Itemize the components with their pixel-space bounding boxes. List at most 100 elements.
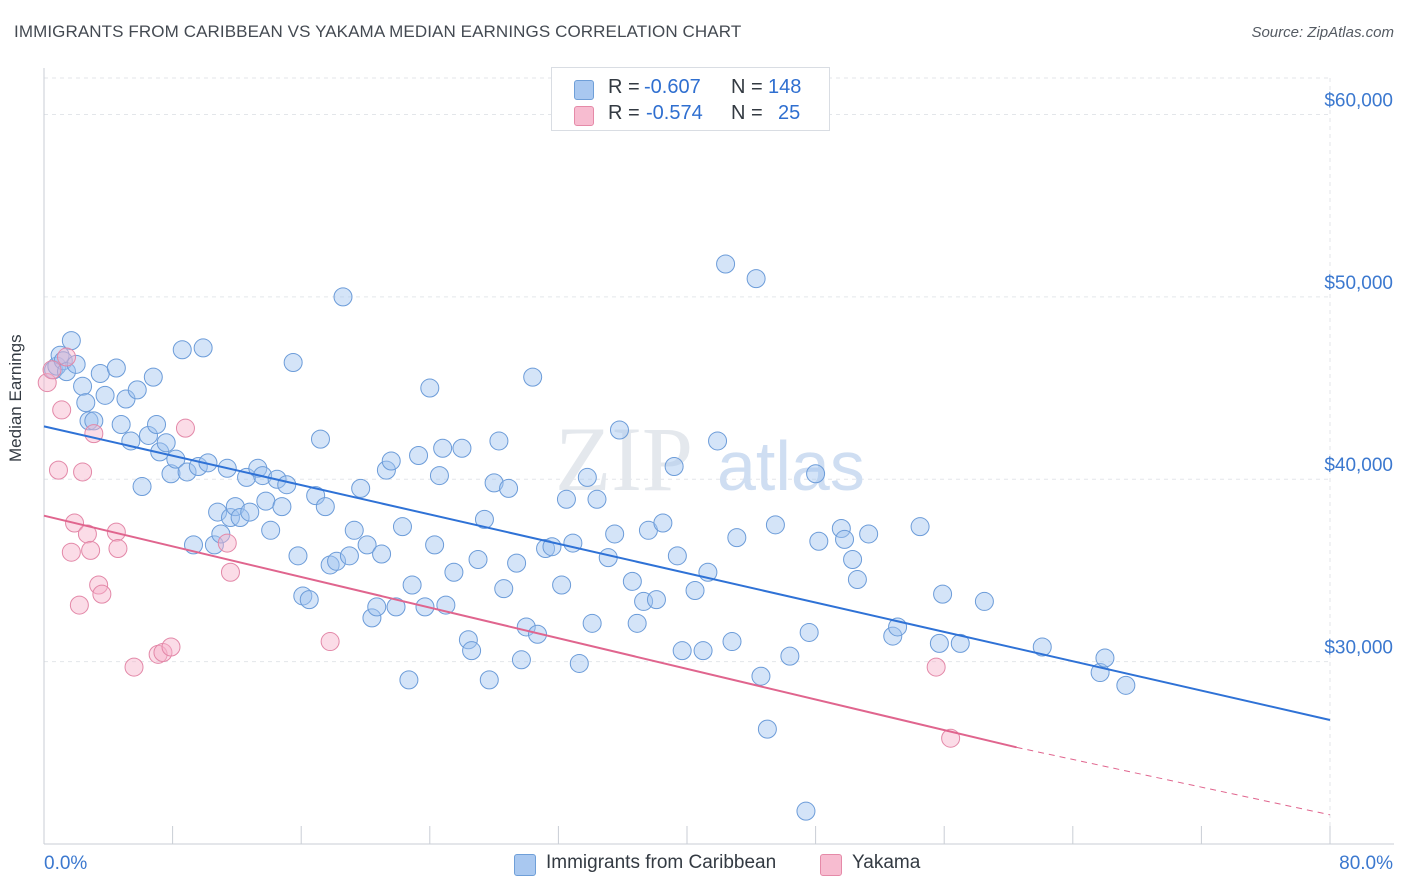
caribbean-point xyxy=(933,584,953,604)
x-tick-label-min: 0.0% xyxy=(44,853,87,874)
caribbean-point xyxy=(57,362,77,382)
caribbean-point xyxy=(193,338,213,358)
legend-label-yakama: Yakama xyxy=(852,852,921,873)
caribbean-point xyxy=(847,570,867,590)
caribbean-point xyxy=(809,531,829,551)
caribbean-point xyxy=(344,520,364,540)
caribbean-point xyxy=(507,553,527,573)
caribbean-point xyxy=(672,641,692,661)
caribbean-point xyxy=(299,590,319,610)
watermark-atlas: atlas xyxy=(717,427,865,505)
caribbean-point xyxy=(409,446,429,466)
caribbean-point xyxy=(106,358,126,378)
caribbean-point xyxy=(392,517,412,537)
caribbean-point xyxy=(420,378,440,398)
caribbean-point xyxy=(433,438,453,458)
caribbean-point xyxy=(261,520,281,540)
yakama-point xyxy=(57,347,77,367)
caribbean-point xyxy=(172,340,192,360)
caribbean-point xyxy=(293,586,313,606)
caribbean-point xyxy=(333,287,353,307)
yakama-point xyxy=(52,400,72,420)
caribbean-point xyxy=(208,502,228,522)
caribbean-point xyxy=(177,462,197,482)
caribbean-point xyxy=(458,630,478,650)
caribbean-point xyxy=(489,431,509,451)
caribbean-point xyxy=(288,546,308,566)
caribbean-point xyxy=(50,345,70,365)
caribbean-point xyxy=(277,475,297,495)
caribbean-point xyxy=(667,546,687,566)
yakama-point xyxy=(161,637,181,657)
caribbean-point xyxy=(132,477,152,497)
legend-swatch-caribbean xyxy=(574,80,594,100)
caribbean-point xyxy=(757,719,777,739)
caribbean-point xyxy=(693,641,713,661)
legend-label-caribbean: Immigrants from Caribbean xyxy=(546,852,777,873)
caribbean-point xyxy=(468,549,488,569)
legend-r-value: -0.574 xyxy=(646,102,703,124)
caribbean-point xyxy=(444,562,464,582)
caribbean-point xyxy=(569,653,589,673)
yakama-point xyxy=(77,524,97,544)
caribbean-point xyxy=(1116,675,1136,695)
yakama-point xyxy=(61,542,81,562)
caribbean-point xyxy=(362,608,382,628)
yakama-point xyxy=(37,373,57,393)
yakama-point xyxy=(320,632,340,652)
legend-r-label: R = xyxy=(608,76,640,98)
caribbean-point xyxy=(479,670,499,690)
chart-title: IMMIGRANTS FROM CARIBBEAN VS YAKAMA MEDI… xyxy=(14,22,742,41)
caribbean-point xyxy=(143,367,163,387)
caribbean-point xyxy=(315,497,335,517)
caribbean-point xyxy=(708,431,728,451)
caribbean-point xyxy=(429,466,449,486)
legend-r-label: R = xyxy=(608,102,640,124)
y-tick-label: $50,000 xyxy=(1324,273,1393,294)
yakama-point xyxy=(81,540,101,560)
caribbean-point xyxy=(283,353,303,373)
caribbean-point xyxy=(339,546,359,566)
caribbean-point xyxy=(587,489,607,509)
caribbean-point xyxy=(367,597,387,617)
caribbean-point xyxy=(381,451,401,471)
caribbean-point xyxy=(402,575,422,595)
caribbean-point xyxy=(859,524,879,544)
legend-r-value: -0.607 xyxy=(644,76,701,98)
legend-swatch-caribbean xyxy=(514,854,536,876)
caribbean-point xyxy=(351,478,371,498)
y-axis-label: Median Earnings xyxy=(6,334,25,462)
caribbean-point xyxy=(225,497,245,517)
caribbean-point xyxy=(499,478,519,498)
caribbean-point xyxy=(950,633,970,653)
caribbean-point xyxy=(1032,637,1052,657)
legend-n-value: 25 xyxy=(778,102,801,124)
caribbean-point xyxy=(320,555,340,575)
caribbean-point xyxy=(376,460,396,480)
caribbean-point xyxy=(156,433,176,453)
caribbean-point xyxy=(835,529,855,549)
caribbean-point xyxy=(76,393,96,413)
caribbean-point xyxy=(386,597,406,617)
caribbean-point xyxy=(230,508,250,528)
source-credit: Source: ZipAtlas.com xyxy=(1251,24,1394,41)
yakama-point xyxy=(73,462,93,482)
caribbean-point xyxy=(327,551,347,571)
caribbean-point xyxy=(974,591,994,611)
yakama-point xyxy=(175,418,195,438)
caribbean-point xyxy=(147,415,167,435)
caribbean-point xyxy=(61,331,81,351)
yakama-trendline xyxy=(43,514,1017,749)
caribbean-point xyxy=(399,670,419,690)
caribbean-point xyxy=(653,513,673,533)
caribbean-point xyxy=(494,579,514,599)
caribbean-point xyxy=(220,508,240,528)
caribbean-point xyxy=(272,497,292,517)
caribbean-point xyxy=(622,571,642,591)
caribbean-point xyxy=(780,646,800,666)
caribbean-point xyxy=(609,420,629,440)
caribbean-point xyxy=(79,411,99,431)
caribbean-point xyxy=(372,544,392,564)
watermark: ZIP atlas xyxy=(555,408,865,510)
